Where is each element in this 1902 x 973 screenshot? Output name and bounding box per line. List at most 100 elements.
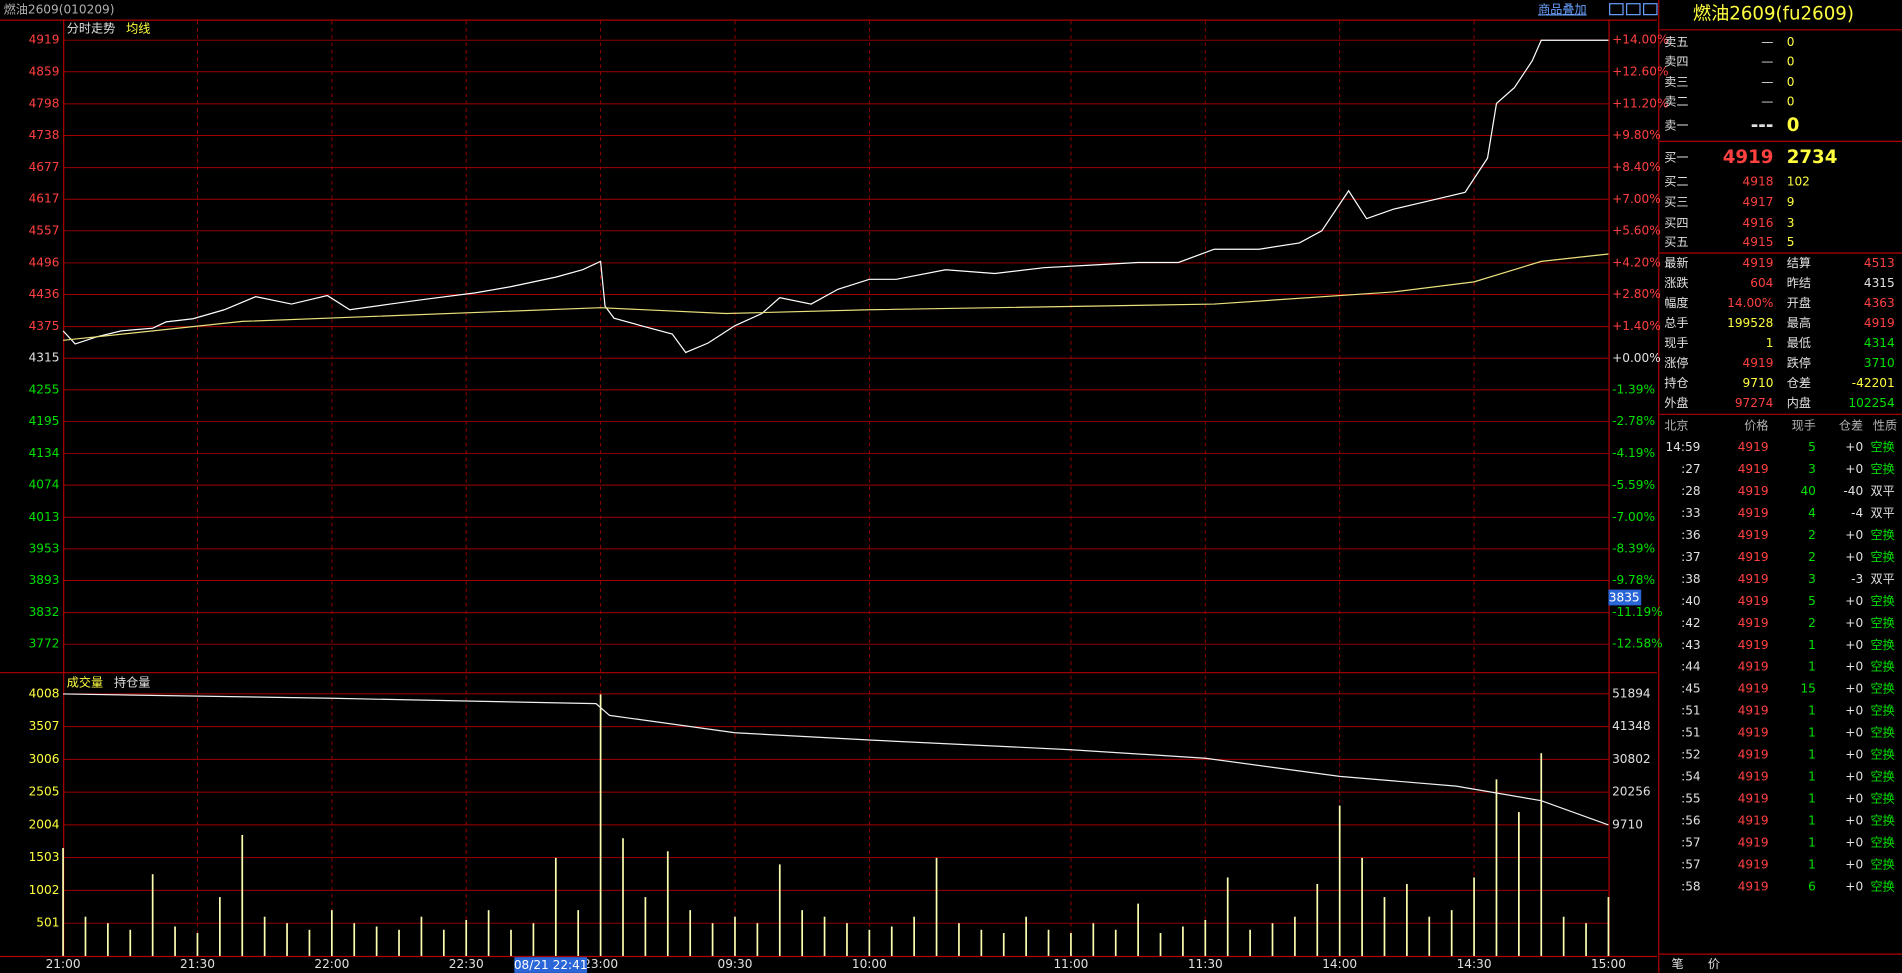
stat-label: 幅度	[1664, 295, 1688, 310]
trade-volume: 2	[1808, 616, 1816, 630]
ask-price: —	[1761, 75, 1773, 89]
trade-nature: 空换	[1870, 682, 1894, 696]
volume-bar	[263, 916, 266, 956]
trade-oi-change: +0	[1845, 748, 1863, 762]
trade-volume: 4	[1808, 506, 1816, 520]
trade-price: 4919	[1738, 748, 1769, 762]
volume-bar	[958, 923, 960, 956]
trade-time: :57	[1681, 857, 1701, 871]
volume-bar	[353, 923, 356, 956]
trade-nature: 空换	[1870, 528, 1894, 542]
volume-bar	[1182, 926, 1184, 956]
trade-oi-change: +0	[1845, 835, 1863, 849]
y2-tick-label: +4.20%	[1612, 255, 1661, 269]
trade-oi-change: +0	[1845, 791, 1863, 805]
bid-volume: 5	[1787, 235, 1795, 249]
ask-volume: 0	[1787, 54, 1795, 68]
trade-oi-change: +0	[1845, 594, 1863, 608]
volume-bar	[1361, 857, 1363, 956]
trade-volume: 1	[1808, 726, 1816, 740]
volume-bar	[599, 694, 602, 956]
ask-price: —	[1761, 54, 1773, 68]
volume-bar	[219, 897, 221, 956]
trade-nature: 空换	[1870, 660, 1894, 674]
trade-oi-change: -4	[1851, 506, 1863, 520]
trade-time: :56	[1681, 813, 1701, 827]
trade-price: 4919	[1738, 594, 1769, 608]
ask-price: ---	[1751, 115, 1774, 136]
volume-bar	[1473, 877, 1475, 956]
volume-bar	[510, 929, 512, 956]
trade-price: 4919	[1738, 726, 1769, 740]
trade-header: 仓差	[1839, 418, 1863, 432]
volume-bar	[1518, 812, 1520, 956]
stat-label: 最新	[1664, 255, 1688, 270]
trade-price: 4919	[1738, 791, 1769, 805]
stat-label: 最低	[1787, 336, 1811, 350]
trade-volume: 2	[1808, 550, 1816, 564]
trade-price: 4919	[1738, 857, 1769, 871]
x-tick-label: 15:00	[1591, 957, 1626, 971]
volume-bar	[734, 916, 736, 956]
y2-tick-label: +11.20%	[1612, 96, 1668, 110]
trade-nature: 双平	[1870, 484, 1894, 498]
trade-volume: 1	[1808, 857, 1816, 871]
trade-price: 4919	[1738, 770, 1769, 784]
bid-label: 买三	[1664, 195, 1688, 209]
y-tick-label: 4496	[29, 255, 60, 269]
window-buttons[interactable]	[1609, 3, 1658, 16]
trade-header: 性质	[1873, 418, 1897, 432]
panel-tab[interactable]: 价	[1708, 957, 1720, 971]
trade-nature: 空换	[1870, 770, 1894, 784]
stat-label: 跌停	[1787, 355, 1811, 370]
x-tick-label: 10:00	[852, 957, 887, 971]
volume-bar	[241, 834, 244, 956]
volume-bar	[1271, 923, 1274, 956]
trade-oi-change: +0	[1845, 726, 1863, 740]
quote-title: 燃油2609(fu2609)	[1693, 4, 1854, 25]
y2-tick-label: -2.78%	[1612, 414, 1655, 428]
volume-bar	[1294, 916, 1296, 956]
trade-time: :51	[1681, 726, 1701, 740]
trade-price: 4919	[1738, 528, 1769, 542]
trade-price: 4919	[1738, 506, 1769, 520]
trade-volume: 3	[1808, 572, 1816, 586]
overlay-link[interactable]: 商品叠加	[1538, 1, 1587, 16]
ask-price: —	[1761, 35, 1773, 49]
y-tick-label: 4677	[29, 160, 60, 174]
trade-nature: 空换	[1870, 440, 1894, 454]
y2-tick-label: -5.59%	[1612, 478, 1655, 492]
stat-label: 总手	[1664, 316, 1688, 330]
trade-price: 4919	[1738, 616, 1769, 630]
trade-time: :36	[1681, 528, 1701, 542]
trade-volume: 1	[1808, 704, 1816, 718]
y2-tick-label: -4.19%	[1612, 446, 1655, 460]
trade-oi-change: -3	[1851, 572, 1863, 586]
volume-bar	[756, 923, 759, 956]
volume-bar	[1025, 916, 1027, 956]
trade-volume: 5	[1808, 594, 1816, 608]
legend-avg: 均线	[126, 22, 150, 36]
panel-tab[interactable]: 笔	[1672, 956, 1684, 971]
trade-volume: 3	[1808, 462, 1816, 476]
x-tick-label: 14:00	[1322, 957, 1357, 971]
trade-volume: 1	[1808, 638, 1816, 652]
stat-label: 最高	[1787, 315, 1811, 330]
trade-price: 4919	[1738, 638, 1769, 652]
volume-bar	[1495, 779, 1498, 956]
volume-bar	[980, 929, 983, 956]
trade-time: :52	[1681, 748, 1701, 762]
volume-bar	[107, 923, 109, 956]
x-tick-label: 09:30	[718, 957, 753, 971]
volume-bar	[174, 926, 176, 956]
x-tick-label: 23:00	[583, 957, 618, 971]
trade-time: :44	[1681, 660, 1701, 674]
y-tick-label: 4008	[29, 686, 60, 700]
volume-bar	[801, 910, 804, 956]
bid-price: 4916	[1743, 216, 1774, 230]
y-tick-label: 4255	[29, 382, 60, 396]
stat-value: 1	[1766, 336, 1774, 350]
bid-label: 买二	[1664, 175, 1688, 189]
trade-oi-change: +0	[1845, 813, 1863, 827]
